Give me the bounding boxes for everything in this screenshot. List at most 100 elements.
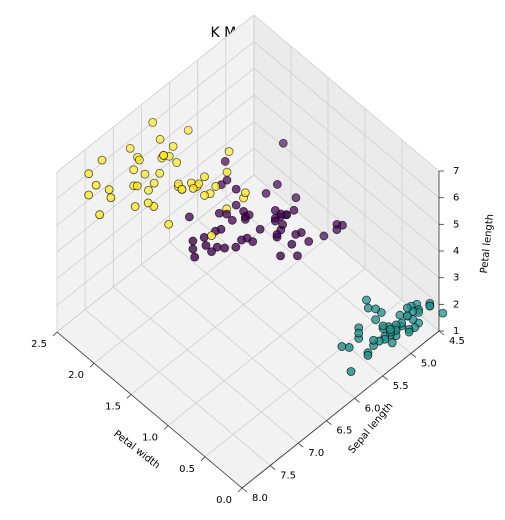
data-point-series-1 — [270, 216, 280, 226]
data-point-series-1 — [293, 251, 302, 261]
tick-labels: 0.0 0.5 1.0 1.5 2.0 2.5 4.5 5.0 5.5 6.0 6.5 7.0 7.5 8… — [31, 166, 465, 506]
data-point-series-0 — [172, 158, 182, 167]
grid-line — [56, 174, 255, 333]
data-point-series-1 — [272, 230, 282, 239]
x-tick-label: 1.5 — [105, 401, 121, 412]
data-point-series-2 — [371, 304, 381, 314]
y-tick-label: 5.5 — [393, 381, 409, 392]
data-point-series-0 — [183, 125, 193, 135]
data-point-series-0 — [149, 178, 159, 188]
grid-line — [169, 241, 355, 399]
data-point-series-1 — [278, 138, 288, 148]
x-tick-mark — [126, 394, 132, 399]
data-point-series-1 — [304, 237, 314, 246]
y-tick-mark — [269, 465, 276, 470]
data-point-series-0 — [130, 202, 140, 211]
grid-line — [141, 264, 327, 422]
grid-line — [56, 148, 255, 306]
y-tick-mark — [354, 397, 360, 403]
grid-line — [130, 237, 329, 395]
x-tick-mark — [237, 487, 243, 493]
data-point-series-0 — [97, 155, 107, 165]
grid-line — [56, 121, 255, 279]
data-point-series-2 — [438, 308, 448, 318]
data-point-series-2 — [363, 350, 373, 360]
data-point-series-1 — [255, 224, 265, 234]
data-point-series-2 — [337, 342, 347, 351]
data-point-series-2 — [369, 335, 378, 345]
x-axis-line — [56, 331, 243, 489]
data-point-series-0 — [155, 168, 165, 178]
data-point-series-1 — [289, 205, 299, 215]
y-tick-label: 4.5 — [449, 336, 465, 347]
data-point-series-1 — [188, 244, 198, 254]
data-point-series-1 — [231, 200, 241, 210]
data-point-series-0 — [200, 191, 209, 200]
z-tick-label: 7 — [453, 166, 459, 177]
data-point-series-1 — [231, 242, 241, 252]
data-point-series-1 — [201, 241, 211, 250]
data-point-series-2 — [362, 295, 371, 305]
grid-line — [84, 309, 271, 466]
data-point-series-1 — [270, 205, 280, 215]
data-point-series-0 — [200, 172, 209, 182]
x-tick-mark — [163, 425, 169, 430]
x-tick-mark — [89, 362, 95, 368]
data-point-series-0 — [159, 151, 169, 160]
y-tick-mark — [241, 487, 248, 493]
data-point-series-2 — [404, 327, 414, 337]
z-tick-label: 4 — [453, 246, 459, 257]
grid-line — [204, 299, 403, 458]
grid-line — [113, 286, 299, 444]
x-tick-label: 2.0 — [68, 370, 84, 381]
data-point-series-1 — [332, 225, 342, 235]
data-point-series-1 — [291, 229, 301, 239]
data-point-series-0 — [106, 193, 116, 203]
x-tick-mark — [200, 456, 206, 462]
z-tick-label: 5 — [453, 219, 459, 230]
y-tick-label: 6.5 — [336, 426, 352, 437]
data-point-series-0 — [143, 198, 153, 208]
data-point-series-1 — [272, 180, 282, 189]
data-point-series-2 — [346, 367, 356, 376]
data-point-series-0 — [222, 167, 232, 177]
grid-line — [253, 41, 440, 198]
y-tick-mark — [382, 375, 388, 381]
x-tick-label: 0.5 — [179, 464, 195, 475]
floor-pane — [57, 175, 439, 488]
y-tick-label: 7.5 — [280, 471, 296, 482]
z-axis-label: Petal length — [479, 213, 496, 274]
data-point-series-2 — [344, 343, 354, 352]
grid-line — [253, 14, 440, 172]
grid-line — [56, 14, 255, 173]
data-point-series-0 — [188, 183, 198, 193]
data-point-series-1 — [188, 236, 198, 246]
data-point-series-0 — [125, 143, 135, 153]
data-point-series-1 — [237, 235, 246, 245]
grid-line — [253, 94, 440, 252]
x-tick-label: 1.0 — [142, 433, 158, 444]
data-point-series-1 — [287, 239, 297, 249]
data-point-series-2 — [395, 310, 405, 320]
y-tick-mark — [410, 353, 417, 358]
data-point-series-0 — [95, 210, 105, 220]
y-tick-label: 6.0 — [365, 403, 381, 414]
data-point-series-0 — [240, 188, 250, 198]
grid-line — [253, 68, 440, 225]
z-tick-label: 6 — [453, 193, 459, 204]
data-point-series-0 — [168, 141, 178, 151]
data-point-series-1 — [240, 215, 250, 224]
y-tick-label: 8.0 — [252, 493, 268, 504]
z-tick-label: 3 — [453, 273, 459, 284]
data-point-series-1 — [222, 209, 232, 219]
data-point-series-2 — [402, 311, 412, 321]
z-tick-label: 2 — [453, 299, 459, 310]
y-axis-line — [241, 330, 440, 489]
x-tick-mark — [52, 331, 58, 337]
data-point-series-0 — [91, 180, 101, 190]
z-tick-label: 1 — [453, 326, 459, 337]
data-point-series-0 — [155, 134, 165, 144]
data-points — [84, 118, 448, 376]
data-point-series-0 — [211, 182, 221, 191]
